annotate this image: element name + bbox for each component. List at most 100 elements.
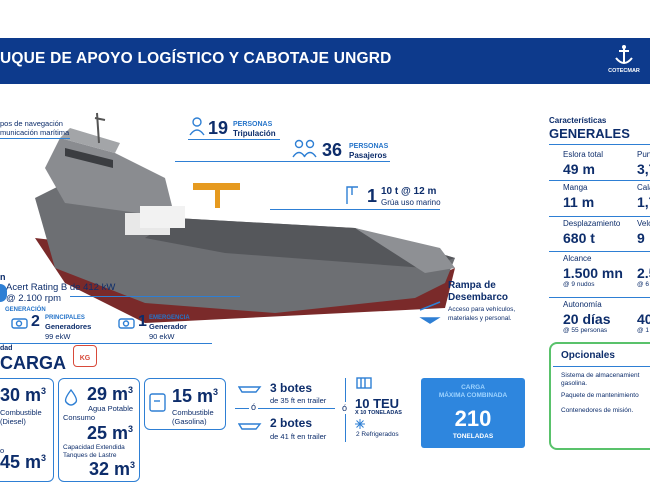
gasoline-value: 15 m3 [172, 386, 218, 407]
engine-prefix: n [0, 272, 6, 282]
spec-item: Manga 11 m [563, 183, 594, 210]
general-title: GENERALES [549, 126, 630, 141]
logo-text: COTECMAR [608, 68, 640, 74]
fuel-can-icon [149, 393, 166, 412]
navigation-callout: pos de navegación municación marítima [0, 119, 69, 137]
container-2 [140, 206, 185, 228]
extended-label-2: Tanques de Lastre [63, 452, 117, 459]
navigation-line-1: pos de navegación [0, 119, 63, 128]
spec-note: @ 6 [637, 281, 650, 288]
deck [145, 218, 455, 268]
crew-label: Tripulación [233, 129, 276, 138]
spec-label: Velo [637, 219, 650, 228]
anchor-icon [615, 45, 633, 64]
ship-illustration [35, 112, 455, 323]
max-cargo-box [421, 378, 525, 448]
spec-item: Eslora total 49 m [563, 150, 603, 177]
spec-value: 20 días [563, 311, 611, 327]
ballast-left-text: 45 m [0, 452, 42, 472]
spec-item: Cala 1,7 [637, 183, 650, 210]
boats-35-title: 3 botes [270, 381, 313, 395]
main-generators-number: 2 [31, 313, 40, 330]
spec-value: 2.5 [637, 265, 650, 281]
teu-reefer: 2 Refrigerados [356, 431, 399, 438]
water-label-1: Agua Potable [88, 404, 134, 413]
ballast-value: 32 m3 [89, 459, 135, 480]
ballast-prefix: o [0, 446, 5, 455]
crane-icon [346, 186, 358, 204]
crane-number: 1 [367, 186, 378, 206]
spec-item: Desplazamiento 680 t [563, 219, 620, 246]
spec-label: Pun [637, 150, 650, 159]
page-title: UQUE DE APOYO LOGÍSTICO Y CABOTAJE UNGRD [0, 50, 392, 67]
spec-item: 2.5@ 6 [637, 254, 650, 288]
emergency-generator-power: 90 ekW [149, 332, 175, 341]
snowflake-icon [355, 419, 365, 429]
max-cargo-unit: TONELADAS [452, 433, 494, 440]
spec-value: 680 t [563, 230, 595, 246]
ramp-desc-line-2: materiales y personal. [448, 315, 512, 322]
extended-label-1: Capacidad Extendida [63, 444, 125, 451]
main-generators-unit: PRINCIPALES [45, 315, 85, 321]
gasoline-box [144, 378, 226, 430]
boat-trailer-icon-1 [238, 386, 262, 393]
spec-row-divider [549, 297, 650, 298]
diesel-value: 30 m3 [0, 385, 46, 406]
gasoline-label: Combustible (Gasolina) [172, 408, 214, 426]
generator-icon [11, 318, 28, 329]
spec-label [637, 254, 650, 265]
spec-label [637, 300, 650, 311]
water-unit-sup: 3 [128, 385, 134, 395]
teu-or: ó [341, 402, 349, 414]
general-divider [549, 144, 650, 145]
diesel-unit-sup: 3 [41, 386, 47, 396]
diesel-label-1: Combustible [0, 408, 42, 417]
spec-value: 1,7 [637, 194, 650, 210]
teu-desc: X 10 TONELADAS [355, 410, 402, 416]
spec-value: 11 m [563, 194, 595, 210]
passengers-icon [292, 139, 317, 158]
crane-boom [193, 183, 240, 190]
ramp-title: Rampa de Desembarco [448, 280, 508, 304]
emergency-generator-number: 1 [138, 313, 147, 330]
max-cargo-value: 210 [454, 406, 492, 431]
ramp-title-line-1: Rampa de [448, 280, 496, 291]
optional-item-2: Paquete de mantenimiento [561, 392, 639, 399]
crane-leader [270, 209, 440, 210]
spec-row-divider [549, 216, 650, 217]
crew-icon [189, 117, 205, 136]
container-icon [356, 377, 372, 389]
crew-number: 19 [208, 118, 229, 138]
diesel-label-2: (Diesel) [0, 417, 26, 426]
gasoline-value-text: 15 m [172, 386, 214, 406]
engine-rating: Acert Rating B de 412 kW [6, 282, 116, 293]
main-generators-label: Generadores [45, 322, 92, 331]
spec-label: Eslora total [563, 150, 604, 159]
spec-label: Manga [563, 183, 588, 192]
spec-item: 40 @ 1 [637, 300, 650, 334]
crane-capacity: 10 t @ 12 m [381, 186, 437, 197]
optional-title: Opcionales [561, 350, 615, 361]
emergency-generator-unit: EMERGENCIA [149, 315, 190, 321]
gasoline-label-1: Combustible [172, 408, 214, 417]
optional-item-3: Contenedores de misión. [561, 407, 634, 414]
extended-value: 25 m3 [87, 423, 133, 444]
diesel-label: Combustible (Diesel) [0, 408, 42, 426]
optional-box [549, 342, 650, 450]
ballast-unit-sup: 3 [130, 460, 136, 470]
max-cargo-label-2: MÁXIMA COMBINADA [438, 392, 508, 399]
teu-title: 10 TEU [355, 396, 400, 411]
crew-unit: PERSONAS [233, 121, 273, 128]
ramp-icon [419, 301, 441, 324]
water-value: 29 m3 [87, 384, 133, 405]
engine-rpm: @ 2.100 rpm [6, 293, 62, 304]
ramp-title-line-2: Desembarco [448, 292, 509, 303]
engine-badge [0, 284, 7, 302]
spec-item: Alcance 1.500 mn @ 9 nudos [563, 254, 623, 288]
mast [94, 112, 106, 144]
boat-trailer-icon-2 [238, 423, 262, 430]
extended-value-text: 25 m [87, 423, 129, 443]
crew-leader [188, 139, 280, 140]
water-drop-icon [64, 388, 78, 406]
optional-item-storage: Sistema de almacenamient gasolina. [561, 372, 639, 388]
